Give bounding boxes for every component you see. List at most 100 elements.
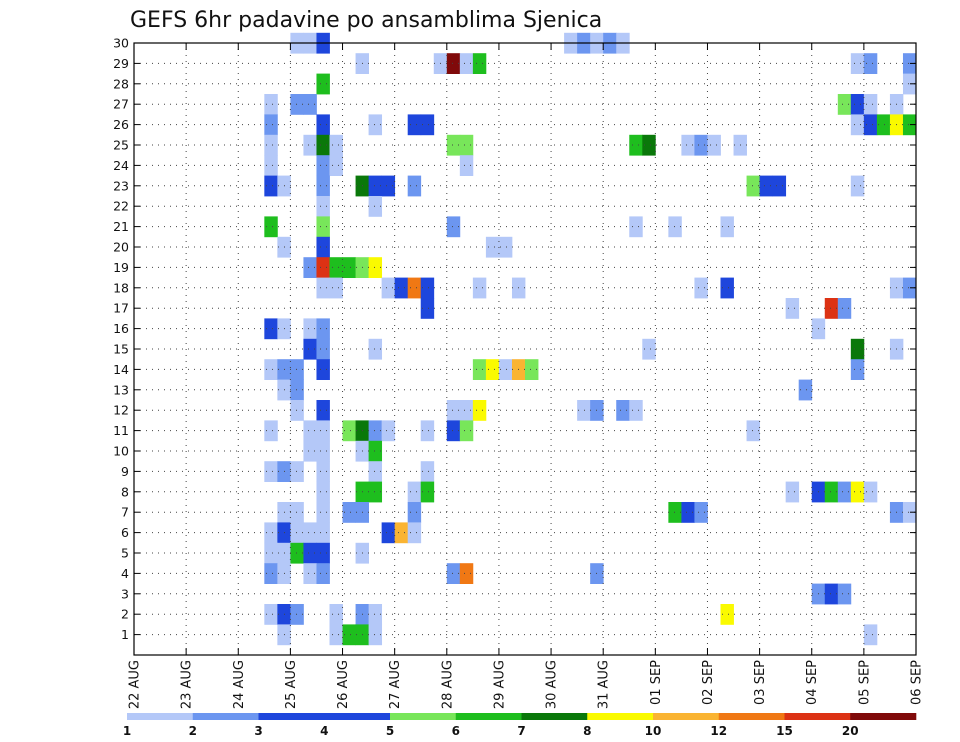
heat-cell bbox=[303, 318, 317, 340]
y-tick-label: 3 bbox=[121, 586, 129, 601]
heat-cell bbox=[681, 502, 695, 523]
heat-cell bbox=[629, 400, 643, 421]
heat-cell bbox=[264, 114, 278, 136]
y-tick-label: 14 bbox=[113, 362, 129, 377]
heat-cell bbox=[850, 114, 865, 136]
legend-swatch bbox=[718, 713, 785, 720]
heat-cell bbox=[837, 298, 852, 319]
heat-cell bbox=[264, 155, 278, 176]
heat-cell bbox=[316, 502, 330, 523]
y-tick-label: 25 bbox=[113, 138, 129, 153]
heat-cell bbox=[459, 134, 474, 156]
x-tick-label: 29 AUG bbox=[492, 660, 507, 709]
y-tick-label: 29 bbox=[113, 56, 129, 71]
x-tick-label: 02 SEP bbox=[701, 660, 716, 705]
legend-label: 5 bbox=[386, 724, 394, 738]
heat-cell bbox=[316, 461, 330, 482]
y-tick-label: 1 bbox=[121, 627, 129, 642]
heat-cell bbox=[459, 563, 474, 584]
heat-cell bbox=[785, 298, 800, 319]
heat-cell bbox=[316, 73, 330, 95]
heat-cell bbox=[863, 624, 878, 646]
heat-cell bbox=[342, 502, 356, 523]
heat-cell bbox=[837, 94, 852, 115]
heat-cell bbox=[329, 134, 343, 156]
heat-cell bbox=[381, 277, 396, 299]
heat-cell bbox=[290, 542, 304, 564]
x-tick-label: 24 AUG bbox=[232, 660, 247, 709]
heat-cell bbox=[459, 400, 474, 421]
heat-cell bbox=[264, 604, 278, 625]
legend-swatch bbox=[784, 713, 851, 720]
y-tick-label: 17 bbox=[113, 301, 129, 316]
heat-cell bbox=[446, 400, 461, 421]
x-tick-label: 01 SEP bbox=[649, 660, 664, 705]
heat-cell bbox=[850, 481, 865, 503]
heat-cell bbox=[446, 420, 461, 442]
legend-label: 15 bbox=[776, 724, 793, 738]
heat-cell bbox=[264, 522, 278, 544]
x-tick-label: 31 AUG bbox=[597, 660, 612, 709]
heat-cell bbox=[902, 277, 917, 299]
heat-cell bbox=[264, 563, 278, 584]
heat-cell bbox=[850, 175, 865, 197]
heat-cell bbox=[264, 94, 278, 115]
legend-swatch bbox=[127, 713, 194, 720]
heat-cell bbox=[329, 155, 343, 176]
x-tick-label: 22 AUG bbox=[128, 660, 143, 709]
y-tick-label: 20 bbox=[113, 240, 129, 255]
heat-cell bbox=[863, 481, 878, 503]
heat-cell bbox=[407, 175, 422, 197]
y-tick-label: 28 bbox=[113, 76, 129, 91]
heat-cell bbox=[342, 257, 356, 278]
plot-frame bbox=[133, 42, 917, 656]
legend-label: 2 bbox=[189, 724, 197, 738]
heat-cell bbox=[368, 196, 383, 217]
heat-cell bbox=[420, 461, 435, 482]
heat-cell bbox=[316, 440, 330, 462]
heat-cell bbox=[694, 134, 708, 156]
heat-cell bbox=[459, 420, 474, 442]
heat-cell bbox=[485, 236, 500, 258]
y-axis: 1234567891011121314151617181920212223242… bbox=[113, 36, 916, 642]
y-tick-label: 27 bbox=[113, 97, 129, 112]
heat-cell bbox=[316, 277, 330, 299]
heat-cell bbox=[746, 420, 760, 442]
heat-cell bbox=[264, 420, 278, 442]
heat-cell bbox=[368, 114, 383, 136]
heat-cell bbox=[368, 624, 383, 646]
heat-cell bbox=[668, 216, 682, 238]
heat-cell bbox=[642, 338, 656, 360]
legend-label: 12 bbox=[710, 724, 727, 738]
heat-cell bbox=[459, 155, 474, 176]
heat-cell bbox=[316, 134, 330, 156]
heat-cell bbox=[368, 461, 383, 482]
heat-cell bbox=[264, 134, 278, 156]
y-tick-label: 11 bbox=[113, 423, 129, 438]
x-tick-label: 05 SEP bbox=[857, 660, 872, 705]
legend-label: 6 bbox=[452, 724, 460, 738]
heat-cell bbox=[303, 542, 317, 564]
heat-cell bbox=[264, 542, 278, 564]
heat-cell bbox=[290, 502, 304, 523]
heat-cell bbox=[290, 379, 304, 401]
heat-cell bbox=[902, 114, 917, 136]
legend-label: 8 bbox=[583, 724, 591, 738]
heat-cell bbox=[694, 277, 708, 299]
heat-cell bbox=[863, 114, 878, 136]
heat-cell bbox=[420, 481, 435, 503]
legend-swatch bbox=[324, 713, 391, 720]
heat-cell bbox=[316, 400, 330, 421]
heat-cell bbox=[342, 624, 356, 646]
y-tick-label: 18 bbox=[113, 280, 129, 295]
heat-cell bbox=[902, 502, 917, 523]
heat-cell bbox=[316, 420, 330, 442]
y-tick-label: 12 bbox=[113, 403, 129, 418]
heat-cell bbox=[264, 175, 278, 197]
y-tick-label: 15 bbox=[113, 342, 129, 357]
heat-cell bbox=[368, 481, 383, 503]
heat-cell bbox=[824, 298, 839, 319]
y-tick-label: 4 bbox=[121, 566, 129, 581]
heat-cell bbox=[642, 134, 656, 156]
legend: 1 2 3 4 5 6 7 8 10 12 15 20 bbox=[123, 713, 917, 738]
